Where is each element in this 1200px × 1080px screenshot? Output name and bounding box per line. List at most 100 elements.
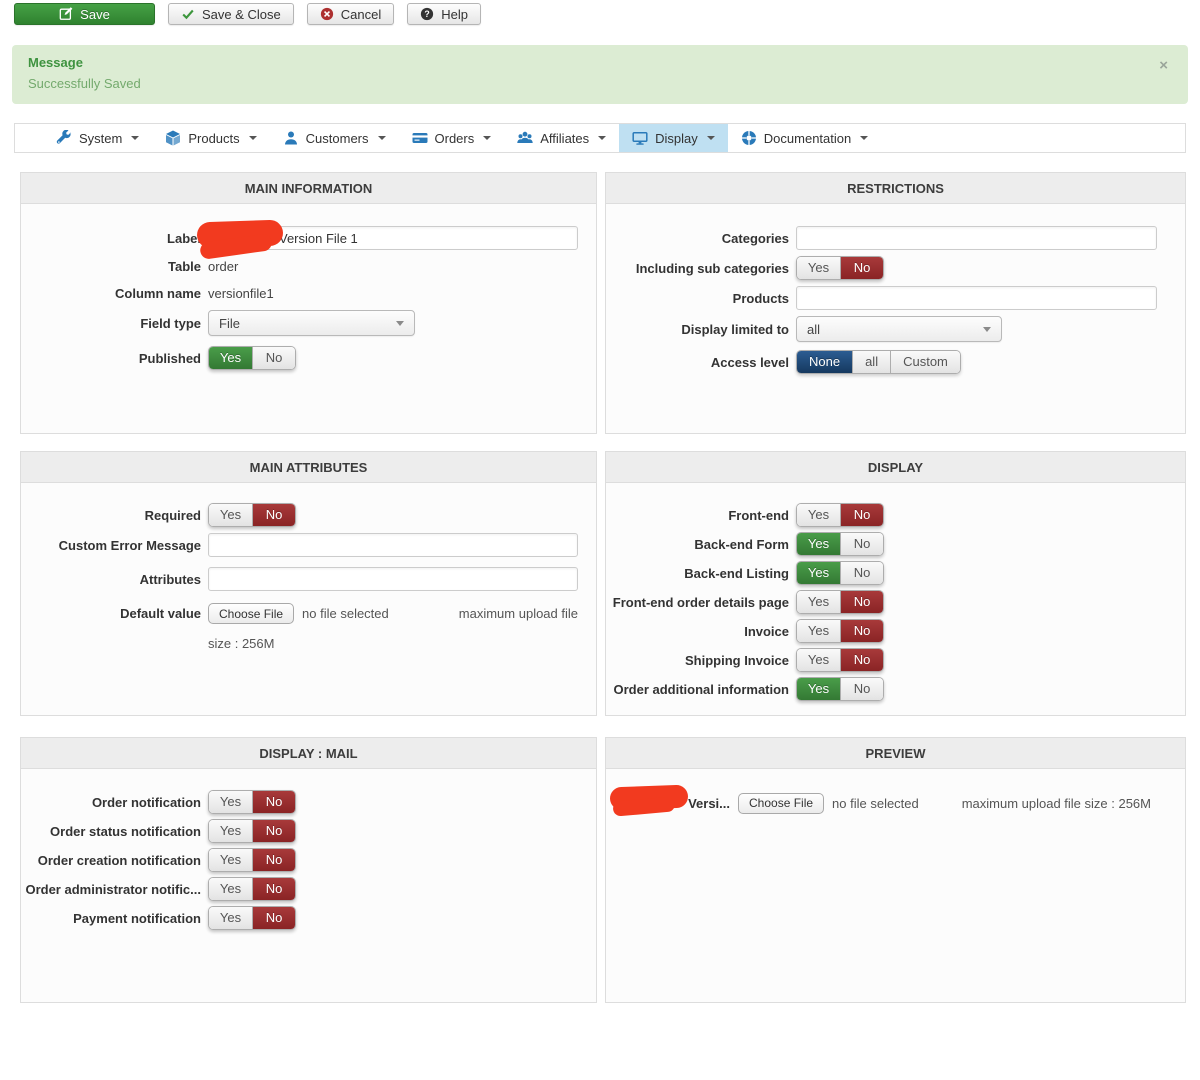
- max-upload-text-line2: size : 256M: [208, 636, 275, 651]
- published-toggle: Yes No: [208, 346, 296, 370]
- yes-no-toggle: Yes No: [796, 561, 884, 585]
- including-sub-categories-label: Including sub categories: [635, 260, 789, 276]
- cancel-button[interactable]: Cancel: [306, 3, 395, 25]
- toggle-no-button[interactable]: No: [252, 849, 295, 871]
- toggle-no-button[interactable]: No: [840, 620, 883, 642]
- toggle-yes-button[interactable]: Yes: [797, 678, 840, 700]
- toggle-yes-button[interactable]: Yes: [797, 591, 840, 613]
- access-level-option-custom[interactable]: Custom: [890, 351, 960, 373]
- toggle-no-button[interactable]: No: [840, 591, 883, 613]
- field-label: Payment notification: [73, 910, 201, 926]
- menu-item[interactable]: Affiliates: [504, 124, 619, 152]
- field-label: Front-end order details page: [612, 594, 789, 610]
- menu-item-label: Orders: [434, 130, 475, 146]
- categories-input[interactable]: [796, 226, 1157, 250]
- field-label: Order additional information: [613, 681, 789, 697]
- toggle-no-button[interactable]: No: [840, 562, 883, 584]
- save-button-label: Save: [80, 6, 110, 22]
- menu-item[interactable]: Orders: [399, 124, 505, 152]
- main-menu: System Products Customers Orders: [14, 123, 1186, 153]
- attributes-input[interactable]: [208, 567, 578, 591]
- toggle-no-button[interactable]: No: [252, 820, 295, 842]
- toggle-no-button[interactable]: No: [252, 347, 295, 369]
- toggle-yes-button[interactable]: Yes: [209, 347, 252, 369]
- yes-no-toggle: Yes No: [796, 590, 884, 614]
- menu-item[interactable]: Documentation: [728, 124, 881, 152]
- custom-error-message-input[interactable]: [208, 533, 578, 557]
- choose-file-button[interactable]: Choose File: [208, 603, 295, 624]
- table-label: Table: [168, 258, 201, 274]
- toggle-yes-button[interactable]: Yes: [797, 620, 840, 642]
- access-level-option-all[interactable]: all: [852, 351, 891, 373]
- chevron-down-icon: [248, 136, 257, 140]
- max-upload-text-line1: maximum upload file: [458, 606, 578, 621]
- toggle-no-button[interactable]: No: [840, 504, 883, 526]
- published-label: Published: [138, 350, 201, 366]
- help-button[interactable]: Help: [407, 3, 481, 25]
- close-icon[interactable]: ×: [1159, 57, 1168, 74]
- toggle-yes-button[interactable]: Yes: [797, 504, 840, 526]
- field-type-label: Field type: [140, 315, 201, 331]
- toggle-no-button[interactable]: No: [840, 533, 883, 555]
- cancel-button-label: Cancel: [340, 6, 382, 22]
- toggle-yes-button[interactable]: Yes: [797, 562, 840, 584]
- field-type-select[interactable]: File: [208, 310, 415, 336]
- field-label: Invoice: [744, 623, 789, 639]
- toggle-no-button[interactable]: No: [840, 678, 883, 700]
- card-icon: [412, 130, 428, 146]
- chevron-down-icon: [706, 136, 715, 140]
- display-limited-to-select[interactable]: all: [796, 316, 1002, 342]
- menu-item[interactable]: Products: [152, 124, 269, 152]
- chevron-down-icon: [598, 136, 607, 140]
- check-icon: [181, 7, 195, 21]
- toggle-yes-button[interactable]: Yes: [797, 257, 840, 279]
- products-input[interactable]: [796, 286, 1157, 310]
- toggle-yes-button[interactable]: Yes: [797, 649, 840, 671]
- chevron-down-icon: [483, 136, 492, 140]
- menu-item[interactable]: System: [43, 124, 152, 152]
- menu-item-label: Customers: [305, 130, 369, 146]
- toggle-yes-button[interactable]: Yes: [209, 504, 252, 526]
- yes-no-toggle: Yes No: [208, 790, 296, 814]
- toggle-no-button[interactable]: No: [252, 504, 295, 526]
- toggle-yes-button[interactable]: Yes: [209, 907, 252, 929]
- display-mail-panel: DISPLAY : MAIL Order notification Yes No…: [20, 737, 597, 1003]
- access-level-option-none[interactable]: None: [797, 351, 853, 373]
- menu-item-label: Products: [188, 130, 240, 146]
- yes-no-toggle: Yes No: [208, 906, 296, 930]
- save-button[interactable]: Save: [14, 3, 155, 25]
- toggle-no-button[interactable]: No: [252, 907, 295, 929]
- panel-title: MAIN ATTRIBUTES: [21, 452, 596, 483]
- yes-no-toggle: Yes No: [796, 532, 884, 556]
- toggle-no-button[interactable]: No: [252, 878, 295, 900]
- choose-file-button[interactable]: Choose File: [738, 792, 825, 814]
- toggle-no-button[interactable]: No: [840, 257, 883, 279]
- field-label: Order status notification: [50, 823, 201, 839]
- field-label: Order creation notification: [37, 852, 201, 868]
- yes-no-toggle: Yes No: [208, 848, 296, 872]
- required-toggle: Yes No: [208, 503, 296, 527]
- access-level-group: None all Custom: [796, 350, 961, 374]
- yes-no-toggle: Yes No: [796, 503, 884, 527]
- field-label: Shipping Invoice: [684, 652, 789, 668]
- help-circle-icon: [420, 7, 434, 21]
- save-close-button[interactable]: Save & Close: [168, 3, 294, 25]
- categories-label: Categories: [721, 230, 789, 246]
- monitor-icon: [632, 130, 648, 146]
- including-sub-categories-toggle: Yes No: [796, 256, 884, 280]
- menu-item[interactable]: Customers: [270, 124, 399, 152]
- toggle-yes-button[interactable]: Yes: [797, 533, 840, 555]
- toggle-yes-button[interactable]: Yes: [209, 849, 252, 871]
- toggle-yes-button[interactable]: Yes: [209, 820, 252, 842]
- toggle-no-button[interactable]: No: [252, 791, 295, 813]
- toggle-yes-button[interactable]: Yes: [209, 878, 252, 900]
- yes-no-toggle: Yes No: [208, 819, 296, 843]
- menu-item-label: Affiliates: [540, 130, 590, 146]
- menu-item[interactable]: Display: [619, 124, 728, 152]
- yes-no-toggle: Yes No: [208, 877, 296, 901]
- toggle-yes-button[interactable]: Yes: [209, 791, 252, 813]
- chevron-down-icon: [377, 136, 386, 140]
- toggle-no-button[interactable]: No: [840, 649, 883, 671]
- toolbar: Save Save & Close Cancel Help: [14, 3, 481, 25]
